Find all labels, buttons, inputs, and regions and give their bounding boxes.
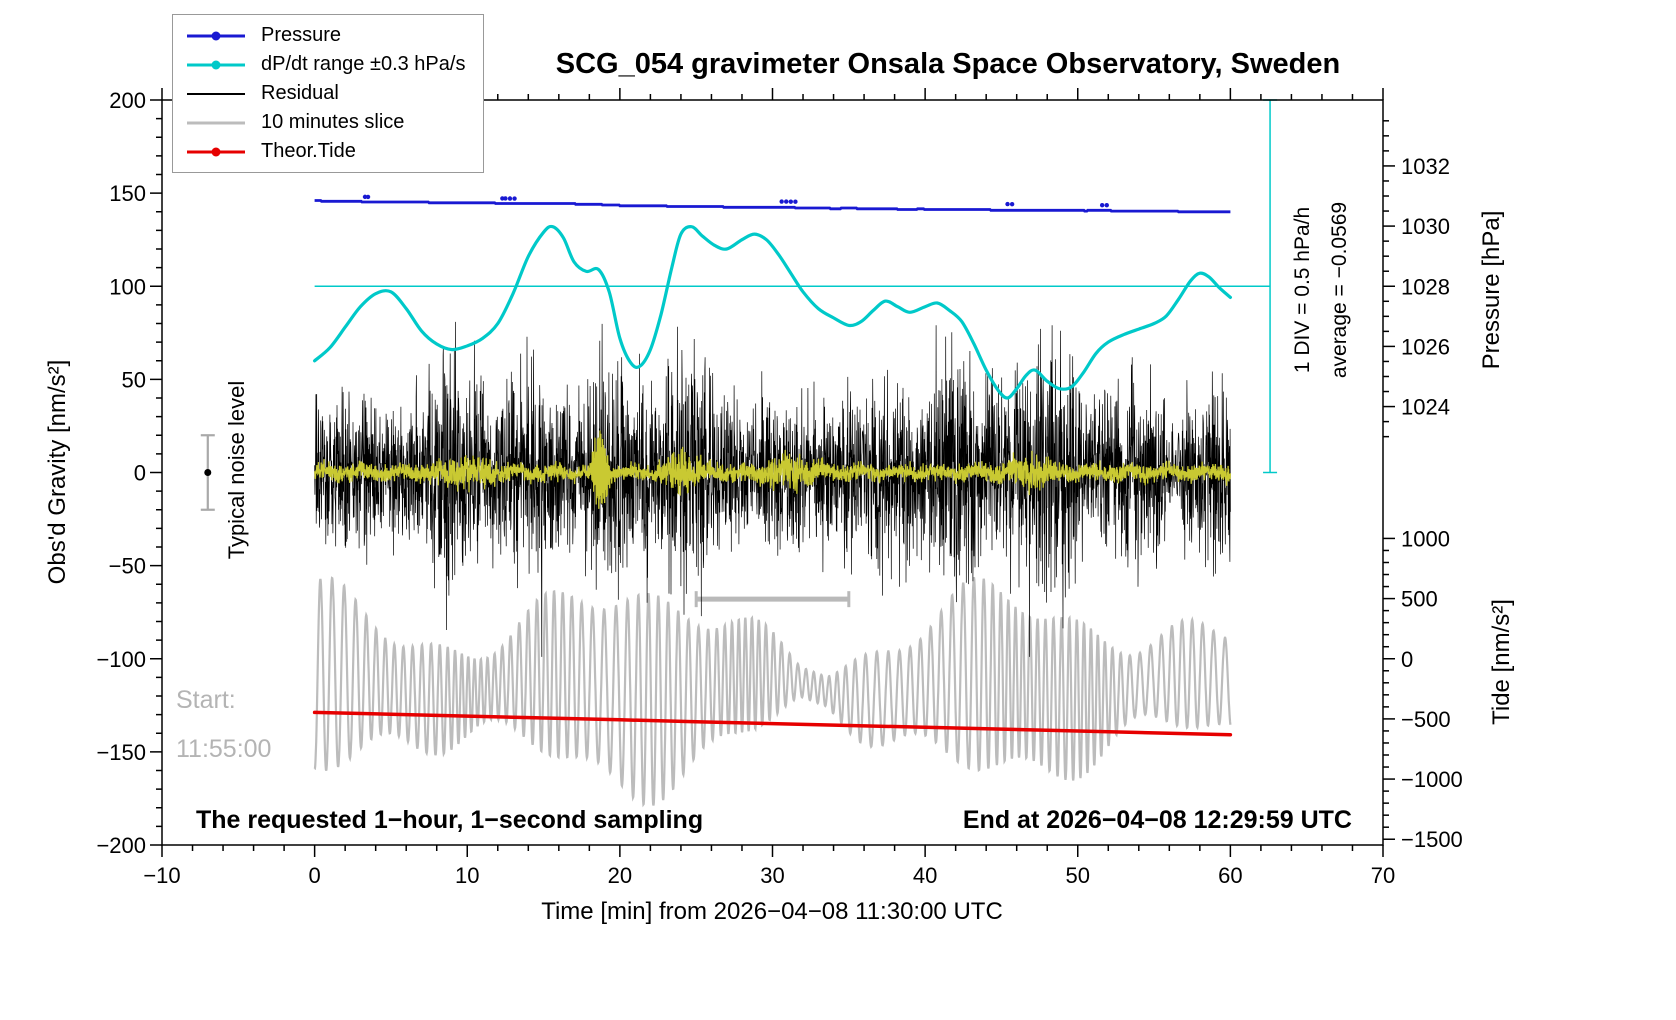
pressure-spike-dot [793,199,798,204]
sampling-note: The requested 1−hour, 1−second sampling [196,806,704,834]
legend-item-1: dP/dt range ±0.3 hPa/s [187,52,465,77]
svg-text:0: 0 [1401,647,1413,672]
end-time-note: End at 2026−04−08 12:29:59 UTC [962,806,1352,834]
svg-text:1024: 1024 [1401,395,1450,420]
svg-text:0: 0 [134,461,146,486]
legend-item-0: Pressure [187,23,465,48]
svg-text:40: 40 [913,863,937,888]
svg-text:1030: 1030 [1401,214,1450,239]
start-label: Start: [176,686,236,714]
pressure-spike-dot [503,196,508,201]
svg-text:30: 30 [760,863,784,888]
svg-text:−10: −10 [143,863,180,888]
legend-sample-icon-2 [187,81,245,106]
svg-text:500: 500 [1401,587,1438,612]
svg-text:−150: −150 [96,740,146,765]
start-time-block: Start: 11:55:00 [176,676,271,774]
y-axis-label-tide: Tide [nm/s²] [1488,599,1515,725]
svg-text:−1500: −1500 [1401,827,1463,852]
svg-text:−500: −500 [1401,707,1451,732]
svg-text:60: 60 [1218,863,1242,888]
svg-text:50: 50 [122,367,146,392]
series-10min-slice [313,576,1232,808]
svg-text:50: 50 [1066,863,1090,888]
page-title: SCG_054 gravimeter Onsala Space Observat… [555,48,1341,80]
svg-text:150: 150 [109,181,146,206]
legend-item-2: Residual [187,81,465,106]
svg-text:200: 200 [109,88,146,113]
legend-label-0: Pressure [261,24,342,46]
pressure-spike-dot [784,199,789,204]
y-axis-label-pressure: Pressure [hPa] [1478,210,1505,370]
axes-frame [150,88,1395,857]
svg-text:1032: 1032 [1401,154,1450,179]
legend-sample-icon-0 [187,23,245,48]
series-dpdt [313,224,1232,400]
series-residual [314,321,1231,657]
noise-level-marker [200,434,215,511]
svg-text:1000: 1000 [1401,526,1450,551]
svg-text:20: 20 [608,863,632,888]
svg-text:100: 100 [109,274,146,299]
legend-sample-icon-4 [187,139,245,164]
svg-text:−100: −100 [96,647,146,672]
pressure-spike-dot [1099,202,1105,208]
pressure-spike-dot [1005,201,1010,207]
pressure-spike-dot [507,196,513,201]
legend-label-2: Residual [261,82,339,104]
legend-label-4: Theor.Tide [261,140,356,162]
x-axis-label: Time [min] from 2026−04−08 11:30:00 UTC [541,898,1003,925]
average-label: average = −0.0569 [1328,201,1351,379]
slice-duration-bar [694,591,851,608]
pressure-spike-dot [788,199,794,204]
legend-item-3: 10 minutes slice [187,110,465,135]
y-axis-label-gravity: Obs'd Gravity [nm/s²] [44,359,71,585]
pressure-spike-dot [365,194,371,200]
pressure-spike-dot [362,194,368,200]
start-time: 11:55:00 [176,734,272,763]
svg-text:−1000: −1000 [1401,767,1463,792]
noise-level-label: Typical noise level [224,380,249,560]
pressure-spike-dot [779,199,784,204]
div-scale-label: 1 DIV = 0.5 hPa/h [1291,206,1314,374]
pressure-spike-dot [1009,201,1015,207]
legend-item-4: Theor.Tide [187,139,465,164]
series-filtered-residual [313,430,1232,509]
pressure-spike-dot [500,196,505,201]
series-pressure [314,194,1231,214]
legend-label-3: 10 minutes slice [261,111,405,133]
legend-sample-icon-1 [187,52,245,77]
legend-label-1: dP/dt range ±0.3 hPa/s [261,53,466,75]
svg-text:1028: 1028 [1401,274,1450,299]
svg-text:1026: 1026 [1401,334,1450,359]
tick-labels: −10 0 10 20 30 40 50 60 70200150100500−50−100−15… [96,88,1462,888]
svg-text:−200: −200 [96,833,146,858]
svg-text:70: 70 [1371,863,1395,888]
legend-sample-icon-3 [187,110,245,135]
svg-text:0: 0 [309,863,321,888]
svg-text:−50: −50 [109,554,146,579]
legend: Pressure dP/dt range ±0.3 hPa/s Residual 10… [172,14,485,173]
pressure-spike-dot [512,196,517,201]
pressure-spike-dot [1104,203,1109,208]
series-theor-tide [312,710,1233,737]
svg-text:10: 10 [455,863,479,888]
